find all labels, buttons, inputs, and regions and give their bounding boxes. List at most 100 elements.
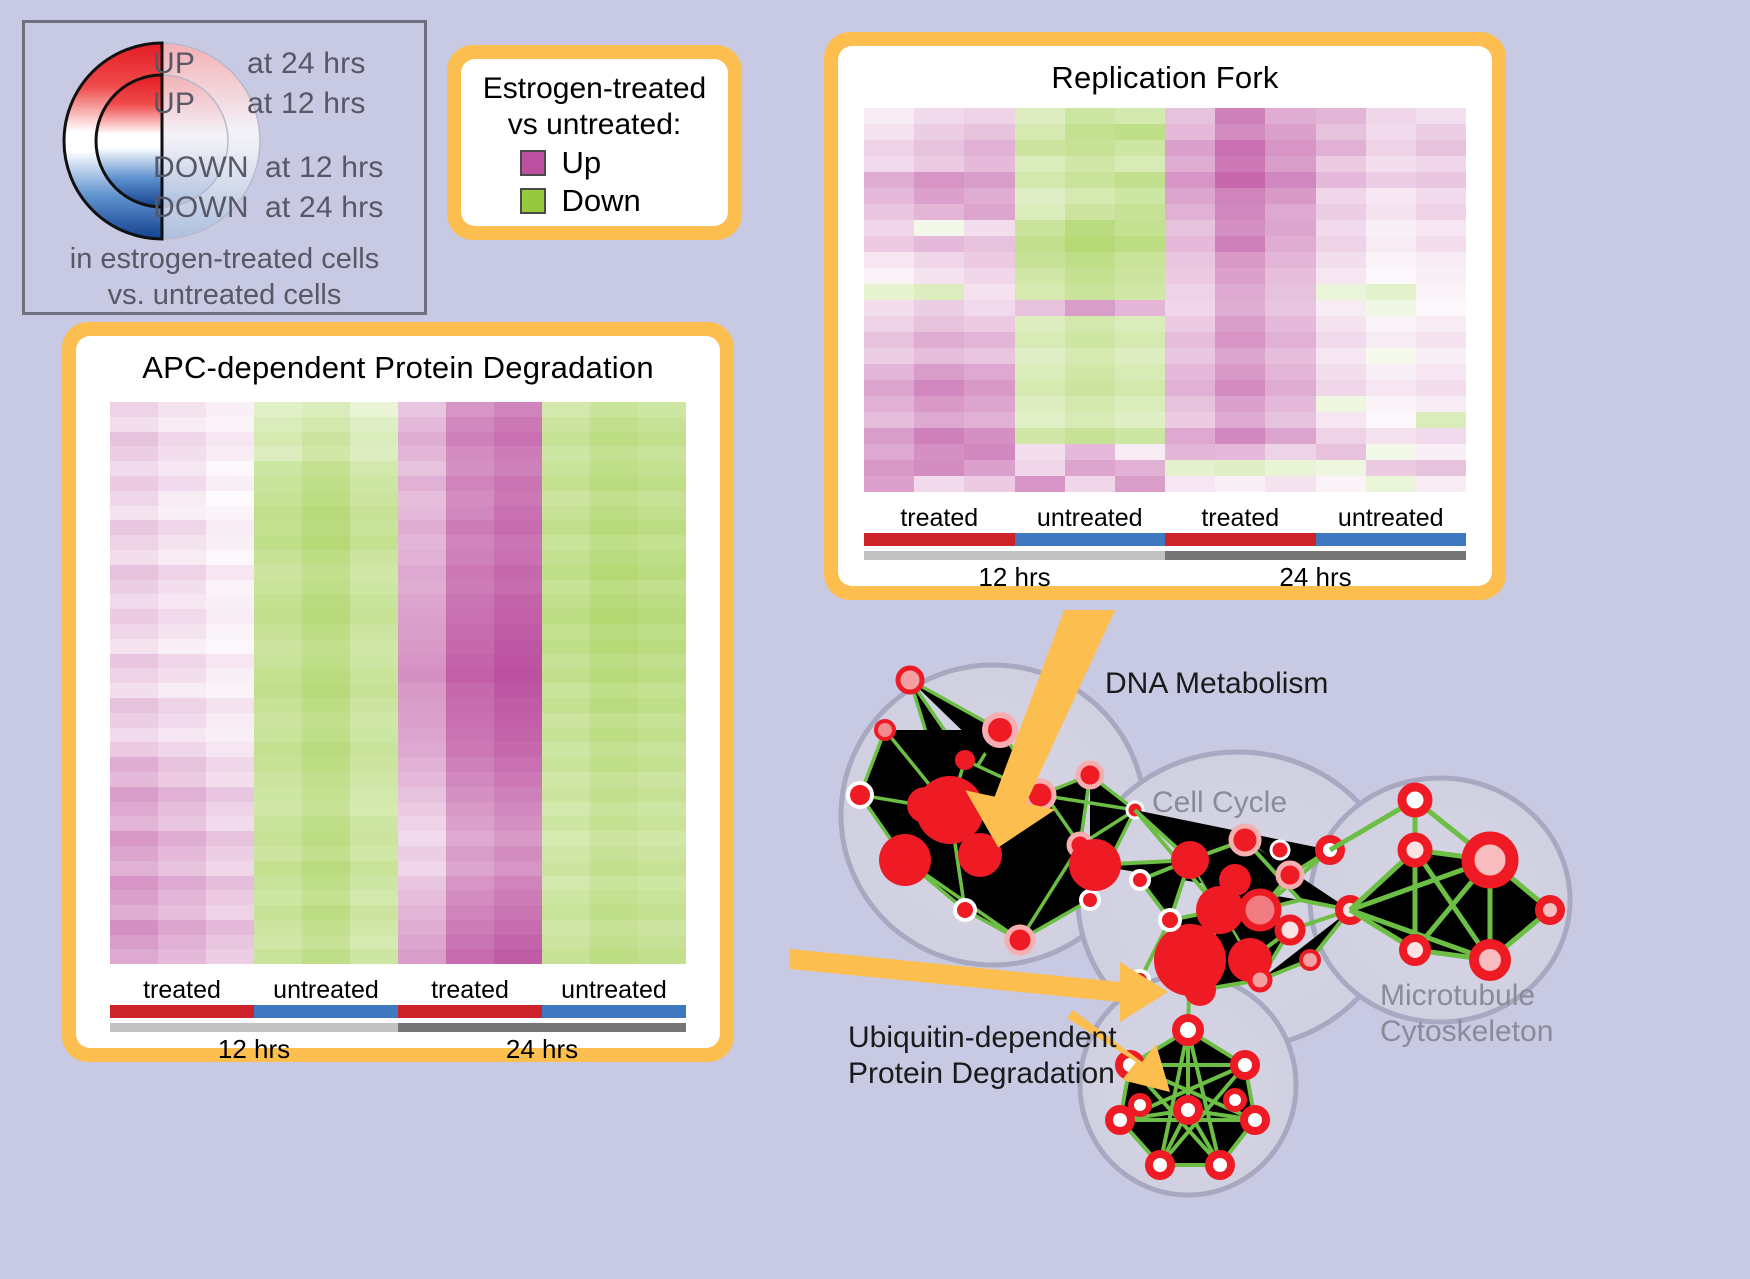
heatmap-cell	[914, 236, 965, 252]
heatmap-cell	[206, 579, 254, 595]
legend-card: Estrogen-treated vs untreated: Up Down	[447, 45, 742, 240]
heatmap-cell	[446, 875, 494, 891]
replication-fork-condition-bar	[864, 533, 1466, 546]
heatmap-cell	[1215, 428, 1266, 444]
heatmap-cell	[350, 535, 398, 550]
heatmap-cell	[590, 786, 638, 802]
heatmap-cell	[638, 623, 686, 639]
heatmap-cell	[1415, 332, 1466, 348]
heatmap-cell	[864, 380, 915, 396]
heatmap-cell	[1215, 412, 1266, 428]
replication-fork-heatmap	[864, 108, 1466, 492]
heatmap-cell	[590, 742, 638, 758]
heatmap-cell	[110, 431, 158, 447]
heatmap-cell	[302, 875, 350, 891]
heatmap-cell	[206, 934, 254, 950]
heatmap-cell	[1315, 108, 1366, 124]
heatmap-cell	[542, 801, 590, 817]
heatmap-cell	[494, 905, 542, 920]
heatmap-cell	[302, 579, 350, 595]
heatmap-cell	[1114, 332, 1165, 348]
heatmap-cell	[1114, 204, 1165, 220]
heatmap-cell	[302, 505, 350, 521]
heatmap-cell	[1315, 268, 1366, 284]
heatmap-cell	[1365, 172, 1416, 188]
heatmap-cell	[398, 934, 446, 950]
heatmap-cell	[350, 905, 398, 920]
heatmap-cell	[964, 412, 1015, 428]
heatmap-cell	[398, 860, 446, 876]
replication-fork-group-labels: treated untreated treated untreated	[864, 504, 1466, 533]
heatmap-cell	[638, 431, 686, 447]
heatmap-cell	[864, 252, 915, 268]
heatmap-cell	[254, 461, 302, 476]
apc-degradation-heatmap	[110, 402, 686, 965]
heatmap-cell	[1265, 428, 1316, 444]
key-caption-line1: in estrogen-treated cells	[69, 243, 380, 275]
heatmap-cell	[110, 905, 158, 920]
heatmap-cell	[446, 683, 494, 698]
heatmap-cell	[864, 428, 915, 444]
heatmap-cell	[1315, 188, 1366, 204]
heatmap-cell	[254, 845, 302, 861]
heatmap-cell	[1365, 156, 1416, 172]
heatmap-cell	[1415, 428, 1466, 444]
heatmap-cell	[1315, 284, 1366, 300]
key-row-1-time: at 12 hrs	[247, 87, 366, 120]
group-label-0: treated	[900, 504, 979, 532]
heatmap-cell	[1165, 332, 1216, 348]
heatmap-cell	[206, 816, 254, 832]
heatmap-cell	[1415, 476, 1466, 492]
heatmap-cell	[638, 564, 686, 580]
heatmap-cell	[110, 712, 158, 728]
heatmap-cell	[110, 771, 158, 787]
replication-fork-card: Replication Fork treated untreated treat…	[824, 32, 1506, 600]
heatmap-cell	[398, 875, 446, 891]
heatmap-cell	[1265, 284, 1316, 300]
heatmap-cell	[1315, 428, 1366, 444]
heatmap-cell	[1315, 412, 1366, 428]
heatmap-cell	[1365, 348, 1416, 364]
heatmap-cell	[542, 816, 590, 832]
heatmap-cell	[110, 564, 158, 580]
heatmap-cell	[638, 549, 686, 565]
heatmap-cell	[590, 579, 638, 595]
heatmap-cell	[1415, 412, 1466, 428]
heatmap-cell	[350, 461, 398, 476]
heatmap-cell	[1215, 204, 1266, 220]
heatmap-cell	[1315, 364, 1366, 380]
heatmap-cell	[1165, 476, 1216, 492]
heatmap-cell	[590, 638, 638, 654]
heatmap-cell	[1064, 412, 1115, 428]
heatmap-cell	[1265, 444, 1316, 460]
heatmap-cell	[158, 757, 206, 772]
heatmap-cell	[350, 416, 398, 432]
heatmap-cell	[494, 505, 542, 521]
heatmap-cell	[494, 446, 542, 462]
heatmap-cell	[350, 949, 398, 965]
replication-fork-time-bar	[864, 551, 1466, 560]
heatmap-cell	[638, 712, 686, 728]
heatmap-cell	[446, 461, 494, 476]
heatmap-cell	[864, 332, 915, 348]
heatmap-cell	[254, 609, 302, 624]
microtubule-nodes	[1397, 782, 1565, 981]
heatmap-cell	[1265, 364, 1316, 380]
heatmap-cell	[110, 623, 158, 639]
heatmap-cell	[206, 638, 254, 654]
heatmap-cell	[1114, 156, 1165, 172]
heatmap-cell	[590, 801, 638, 817]
heatmap-cell	[638, 490, 686, 506]
heatmap-cell	[638, 520, 686, 536]
heatmap-cell	[964, 204, 1015, 220]
heatmap-cell	[302, 535, 350, 550]
time-label-12: 12 hrs	[978, 562, 1051, 592]
heatmap-cell	[206, 431, 254, 447]
heatmap-cell	[1365, 380, 1416, 396]
label-cell-cycle: Cell Cycle	[1152, 786, 1288, 819]
heatmap-cell	[398, 831, 446, 846]
heatmap-cell	[638, 771, 686, 787]
heatmap-cell	[1365, 268, 1416, 284]
heatmap-cell	[914, 300, 965, 316]
heatmap-cell	[206, 890, 254, 906]
